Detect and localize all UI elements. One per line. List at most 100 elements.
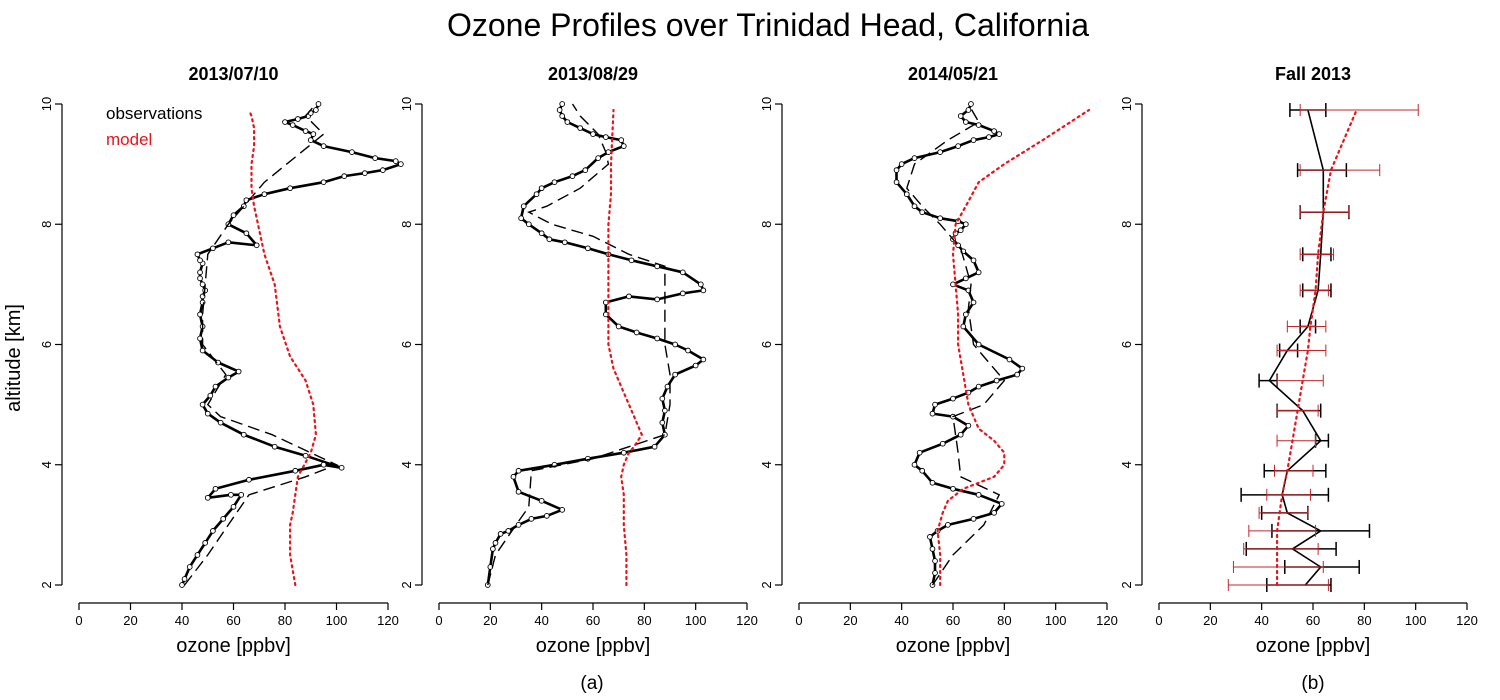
x-tick-label: 120	[377, 613, 399, 628]
observations-point	[271, 443, 278, 450]
x-tick-label: 0	[795, 613, 802, 628]
observations-point	[197, 257, 203, 264]
observations-point	[202, 540, 209, 546]
panel-label-b: (b)	[1301, 673, 1324, 694]
observations-point	[197, 269, 203, 276]
observations-point	[1019, 365, 1026, 372]
observations-point	[679, 269, 686, 276]
observations-point	[996, 131, 1003, 137]
x-tick-label: 40	[1254, 613, 1268, 628]
panel-title: 2013/08/29	[548, 64, 638, 84]
observations-point	[561, 239, 568, 246]
observations-point	[975, 383, 982, 390]
x-tick-label: 80	[1357, 613, 1371, 628]
y-tick-label: 2	[759, 581, 774, 588]
model-line	[1275, 108, 1358, 587]
observations-point	[962, 221, 969, 228]
observations-point	[292, 467, 299, 474]
panel-1: 2013/07/10 0 20 40 60 80 100 120 ozone [ppbv] 2 4 6…	[39, 64, 404, 657]
observations-point	[970, 299, 977, 306]
observations-point	[975, 491, 982, 498]
observations-point	[893, 179, 900, 186]
observations-point	[986, 134, 992, 140]
observations-point	[261, 191, 268, 198]
observations-point	[626, 293, 632, 300]
observations-point	[957, 113, 964, 119]
y-tick-label: 8	[759, 221, 774, 228]
observations-point	[618, 137, 625, 143]
observations-point	[307, 137, 314, 143]
panel-title: Fall 2013	[1275, 64, 1351, 84]
observations-point	[199, 401, 206, 408]
observations-point	[538, 230, 545, 237]
observations-point	[929, 479, 936, 486]
observations-point	[349, 149, 355, 155]
y-tick-label: 2	[39, 581, 54, 588]
panel-title: 2014/05/21	[908, 64, 998, 84]
observations-point	[903, 191, 910, 198]
observations-point	[197, 335, 203, 342]
observations-point	[302, 128, 309, 134]
observations-point	[559, 101, 566, 107]
observations-point	[243, 230, 250, 237]
observations-point	[898, 161, 905, 167]
observations-point	[569, 173, 576, 180]
observations-point	[240, 431, 247, 438]
x-axis-label: ozone [ppbv]	[176, 635, 291, 657]
observations-point	[595, 155, 601, 161]
x-tick-label: 120	[736, 613, 758, 628]
observations-point	[559, 506, 566, 513]
observations-point	[204, 410, 211, 417]
figure-title: Ozone Profiles over Trinidad Head, Calif…	[447, 7, 1089, 43]
observations-point	[510, 473, 517, 480]
observations-point	[199, 347, 206, 354]
y-tick-label: 2	[1119, 581, 1134, 588]
x-tick-label: 120	[1096, 613, 1118, 628]
observations-point	[659, 395, 666, 402]
y-tick-label: 4	[399, 461, 414, 468]
observations-point	[937, 215, 944, 222]
observations-point	[633, 329, 640, 336]
observations-point	[310, 131, 317, 137]
observations-point	[700, 287, 707, 294]
observations-point	[672, 341, 678, 348]
smoothed-observations-line	[487, 103, 671, 586]
observations-point	[194, 251, 201, 258]
observations-point	[225, 239, 232, 246]
observations-point	[220, 516, 227, 522]
observations-point	[533, 191, 540, 198]
y-tick-label: 10	[1119, 97, 1134, 111]
x-tick-label: 80	[637, 613, 651, 628]
observations-point	[659, 419, 666, 426]
observations-point	[651, 443, 658, 450]
x-tick-label: 40	[534, 613, 548, 628]
observations-point	[212, 485, 219, 492]
observations-point	[919, 467, 926, 474]
x-tick-label: 40	[175, 613, 189, 628]
observations-point	[965, 422, 972, 429]
x-tick-label: 60	[1306, 613, 1320, 628]
observations-point	[590, 131, 596, 137]
y-tick-label: 10	[39, 97, 54, 111]
panel-3: 2014/05/21 0 20 40 60 80 100 120 ozone [ppbv] 2 4 6…	[759, 64, 1118, 657]
observations-point	[230, 212, 237, 219]
observations-point	[392, 158, 399, 164]
x-tick-label: 100	[326, 613, 348, 628]
y-axis-label: altitude [km]	[3, 304, 25, 412]
observations-point	[207, 392, 214, 399]
observations-point	[957, 227, 964, 234]
observations-point	[975, 341, 982, 348]
observations-point	[911, 203, 918, 210]
observations-point	[932, 570, 938, 576]
observations-point	[320, 143, 327, 149]
y-tick-label: 2	[399, 581, 414, 588]
observations-point	[282, 119, 288, 125]
observations-point	[559, 113, 566, 119]
observations-point	[518, 215, 524, 222]
observations-point	[998, 500, 1005, 507]
observations-point	[692, 362, 699, 369]
panel-2: 2013/08/29 0 20 40 60 80 100 120 ozone [ppbv] 2 4 6…	[399, 64, 758, 657]
observations-point	[194, 552, 201, 558]
observations-point	[515, 522, 522, 528]
